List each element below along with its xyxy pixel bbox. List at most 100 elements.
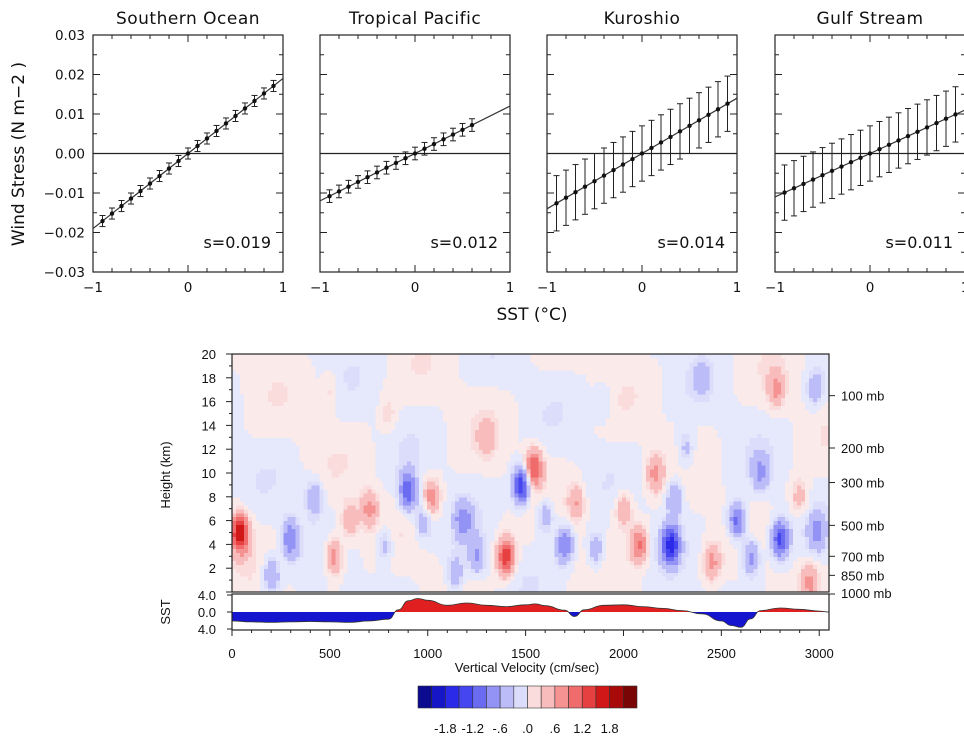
heatmap-cell	[307, 405, 313, 411]
heatmap-cell	[383, 560, 388, 565]
heatmap-cell	[275, 425, 281, 430]
heatmap-cell	[438, 401, 444, 407]
heatmap-cell	[419, 480, 424, 486]
heatmap-cell	[247, 492, 253, 498]
heatmap-cell	[478, 365, 484, 371]
heatmap-cell	[411, 453, 416, 458]
heatmap-cell	[419, 385, 424, 391]
heatmap-cell	[323, 576, 329, 581]
heatmap-cell	[347, 584, 352, 589]
heatmap-cell	[434, 413, 440, 419]
heatmap-cell	[391, 361, 396, 367]
heatmap-cell	[351, 532, 356, 538]
heatmap-cell	[494, 560, 500, 565]
data-point	[431, 141, 437, 147]
heatmap-cell	[343, 508, 349, 514]
heatmap-cell	[403, 449, 408, 454]
heatmap-cell	[303, 556, 309, 561]
heatmap-cell	[263, 520, 269, 526]
heatmap-cell	[431, 409, 436, 415]
heatmap-cell	[458, 401, 464, 407]
heatmap-cell	[510, 465, 516, 470]
heatmap-cell	[343, 441, 349, 446]
heatmap-cell	[315, 516, 321, 522]
heatmap-cell	[399, 576, 404, 581]
heatmap-cell	[399, 457, 404, 462]
heatmap-cell	[232, 457, 237, 462]
heatmap-cell	[478, 393, 484, 399]
heatmap-cell	[490, 361, 496, 367]
heatmap-cell	[315, 532, 321, 538]
x-tick-label: 0	[184, 280, 193, 296]
heatmap-cell	[291, 365, 297, 371]
heatmap-cell	[486, 405, 492, 411]
heatmap-cell	[450, 584, 456, 589]
heatmap-cell	[259, 504, 265, 510]
heatmap-cell	[502, 381, 508, 387]
heatmap-cell	[319, 409, 325, 415]
heatmap-cell	[442, 381, 448, 387]
heatmap-cell	[454, 544, 460, 549]
heatmap-cell	[371, 441, 376, 446]
heatmap-cell	[518, 496, 524, 502]
heatmap-cell	[407, 580, 412, 585]
heatmap-cell	[355, 528, 360, 534]
heatmap-cell	[486, 576, 492, 581]
heatmap-cell	[431, 361, 436, 367]
heatmap-cell	[299, 381, 305, 387]
heatmap-cell	[239, 473, 245, 478]
heatmap-cell	[307, 417, 313, 423]
heatmap-cell	[271, 568, 277, 573]
heatmap-cell	[355, 385, 360, 391]
heatmap-cell	[506, 445, 512, 450]
heatmap-cell	[275, 496, 281, 502]
heatmap-cell	[434, 500, 440, 506]
heatmap-cell	[267, 461, 273, 466]
heatmap-cell	[275, 480, 281, 486]
heatmap-cell	[466, 480, 472, 486]
heatmap-cell	[295, 484, 301, 490]
heatmap-cell	[299, 417, 305, 423]
heatmap-cell	[315, 433, 321, 438]
heatmap-cell	[291, 580, 297, 585]
heatmap-cell	[279, 425, 285, 430]
heatmap-cell	[522, 409, 528, 415]
heatmap-cell	[375, 588, 380, 593]
heatmap-cell	[490, 484, 496, 490]
heatmap-cell	[275, 421, 281, 426]
heatmap-cell	[407, 532, 412, 538]
heatmap-cell	[359, 453, 364, 458]
heatmap-cell	[375, 437, 380, 442]
heatmap-cell	[323, 584, 329, 589]
heatmap-cell	[391, 476, 396, 482]
heatmap-cell	[263, 381, 269, 387]
heatmap-cell	[232, 425, 237, 430]
heatmap-cell	[355, 544, 360, 549]
heatmap-cell	[387, 584, 392, 589]
heatmap-cell	[375, 488, 380, 494]
heatmap-cell	[299, 548, 305, 553]
heatmap-cell	[339, 441, 345, 446]
heatmap-cell	[287, 548, 293, 553]
heatmap-cell	[239, 508, 245, 514]
heatmap-cell	[331, 540, 337, 545]
heatmap-cell	[259, 354, 265, 359]
heatmap-cell	[518, 397, 524, 403]
heatmap-cell	[307, 484, 313, 490]
heatmap-cell	[399, 512, 404, 518]
heatmap-cell	[391, 524, 396, 530]
heatmap-cell	[446, 500, 452, 506]
heatmap-cell	[434, 429, 440, 434]
heatmap-cell	[335, 536, 341, 542]
heatmap-cell	[502, 516, 508, 522]
heatmap-cell	[494, 580, 500, 585]
heatmap-cell	[311, 421, 317, 426]
heatmap-cell	[359, 508, 364, 514]
heatmap-cell	[275, 516, 281, 522]
heatmap-cell	[335, 377, 341, 383]
heatmap-cell	[427, 405, 432, 411]
heatmap-cell	[399, 377, 404, 383]
heatmap-cell	[339, 564, 345, 569]
heatmap-cell	[502, 512, 508, 518]
heatmap-cell	[247, 354, 253, 359]
